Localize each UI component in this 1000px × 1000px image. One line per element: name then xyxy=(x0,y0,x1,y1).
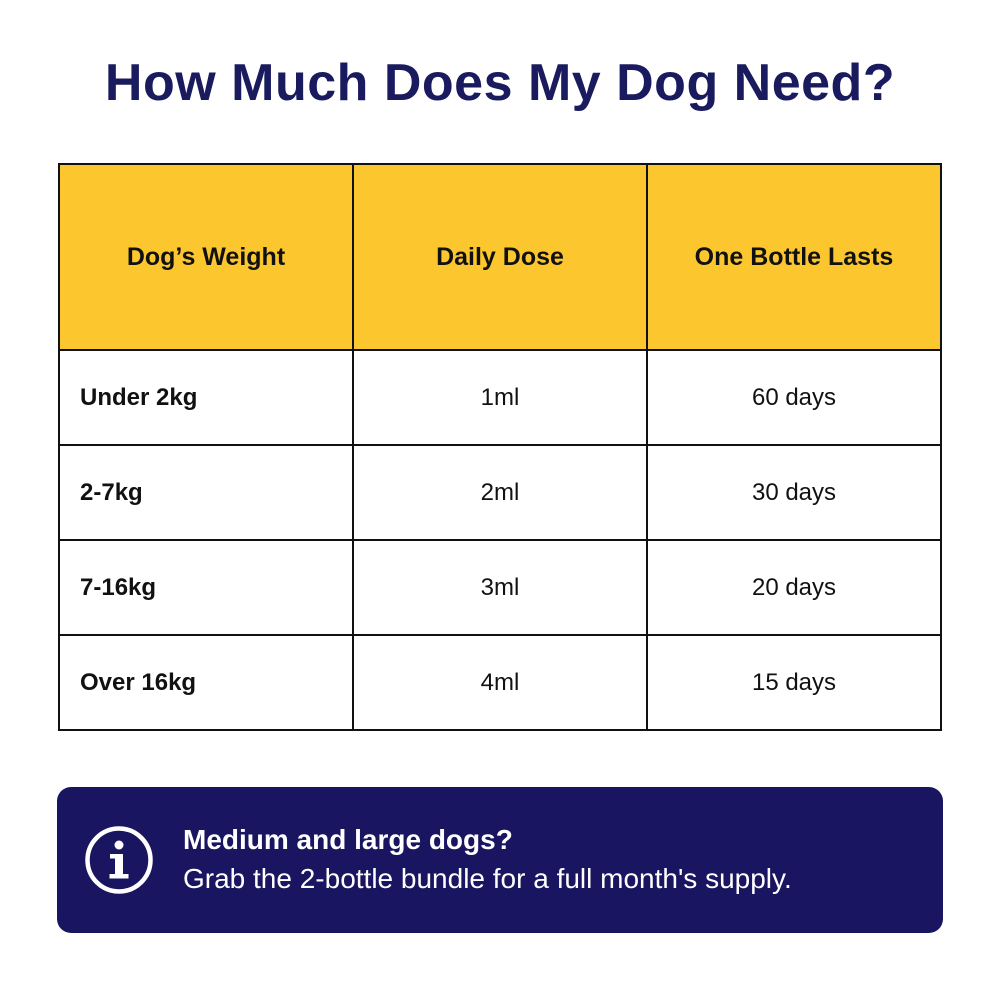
table-row: 7-16kg 3ml 20 days xyxy=(58,539,942,636)
lasts-cell: 60 days xyxy=(646,349,942,446)
weight-cell: Under 2kg xyxy=(58,349,354,446)
lasts-cell: 20 days xyxy=(646,539,942,636)
column-header-weight: Dog’s Weight xyxy=(58,163,354,351)
dose-cell: 1ml xyxy=(352,349,648,446)
page-title: How Much Does My Dog Need? xyxy=(104,54,896,112)
lasts-cell: 30 days xyxy=(646,444,942,541)
dose-cell: 3ml xyxy=(352,539,648,636)
table-header-row: Dog’s Weight Daily Dose One Bottle Lasts xyxy=(58,163,942,351)
weight-cell: 2-7kg xyxy=(58,444,354,541)
info-body: Grab the 2-bottle bundle for a full mont… xyxy=(183,863,792,894)
table-row: 2-7kg 2ml 30 days xyxy=(58,444,942,541)
dosage-table: Dog’s Weight Daily Dose One Bottle Lasts… xyxy=(58,163,942,731)
info-heading: Medium and large dogs? xyxy=(183,824,513,855)
table-row: Under 2kg 1ml 60 days xyxy=(58,349,942,446)
weight-cell: 7-16kg xyxy=(58,539,354,636)
table-body: Under 2kg 1ml 60 days 2-7kg 2ml 30 days … xyxy=(58,349,942,731)
info-text: Medium and large dogs? Grab the 2-bottle… xyxy=(183,821,923,899)
dose-cell: 2ml xyxy=(352,444,648,541)
table-row: Over 16kg 4ml 15 days xyxy=(58,634,942,731)
info-callout: Medium and large dogs? Grab the 2-bottle… xyxy=(57,787,943,933)
column-header-dose: Daily Dose xyxy=(352,163,648,351)
lasts-cell: 15 days xyxy=(646,634,942,731)
info-icon xyxy=(85,826,153,894)
dose-cell: 4ml xyxy=(352,634,648,731)
weight-cell: Over 16kg xyxy=(58,634,354,731)
column-header-lasts: One Bottle Lasts xyxy=(646,163,942,351)
table-header: Dog’s Weight Daily Dose One Bottle Lasts xyxy=(58,163,942,351)
